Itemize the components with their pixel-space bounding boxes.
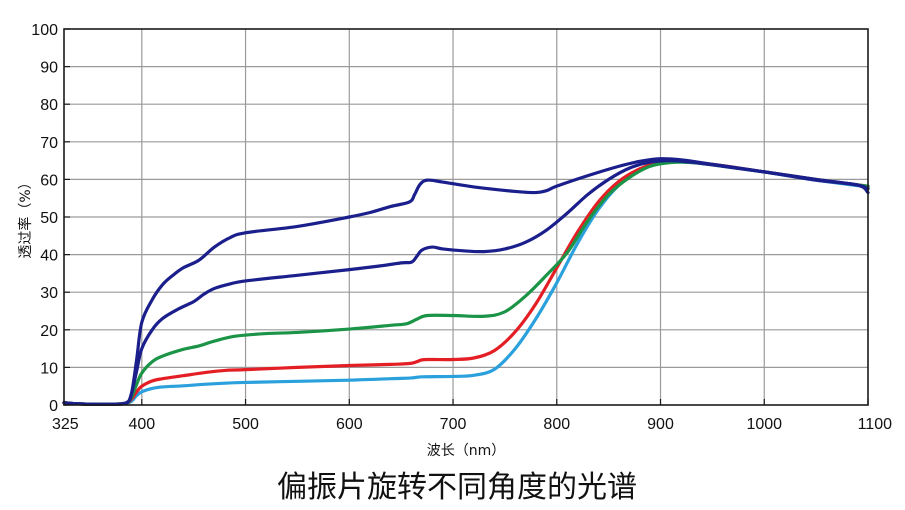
y-tick-label: 60 <box>40 172 58 189</box>
y-tick-label: 30 <box>40 285 58 302</box>
y-tick-label: 80 <box>40 97 58 114</box>
x-tick-label: 700 <box>440 416 467 433</box>
y-tick-labels: 0 10 20 30 40 50 60 70 80 90 100 <box>31 22 58 415</box>
x-tick-label: 400 <box>128 416 155 433</box>
series-line-1 <box>62 157 870 406</box>
x-tick-label: 500 <box>232 416 259 433</box>
y-tick-label: 20 <box>40 323 58 340</box>
x-tick-labels: 325 400 500 600 700 800 900 1000 1100 <box>52 416 892 433</box>
series-layer <box>62 157 870 406</box>
y-tick-label: 90 <box>40 60 58 77</box>
x-tick-label: 325 <box>52 416 79 433</box>
x-tick-label: 800 <box>543 416 570 433</box>
y-tick-label: 0 <box>49 398 58 415</box>
tick-marks <box>63 28 869 406</box>
series-line-2 <box>62 159 870 406</box>
series-line-3 <box>62 160 870 406</box>
x-tick-label: 1100 <box>858 416 893 433</box>
y-tick-label: 70 <box>40 135 58 152</box>
y-axis-title: 透过率（%） <box>17 175 34 258</box>
y-tick-label: 40 <box>40 248 58 265</box>
chart-title: 偏振片旋转不同角度的光谱 <box>277 470 637 505</box>
x-axis-title: 波长（nm） <box>427 443 506 459</box>
y-tick-label: 10 <box>40 360 58 377</box>
y-tick-label: 100 <box>31 22 58 39</box>
y-tick-label: 50 <box>40 210 58 227</box>
grid <box>64 29 868 405</box>
x-tick-label: 600 <box>336 416 363 433</box>
x-tick-label: 1000 <box>746 416 782 433</box>
x-tick-label: 900 <box>647 416 674 433</box>
